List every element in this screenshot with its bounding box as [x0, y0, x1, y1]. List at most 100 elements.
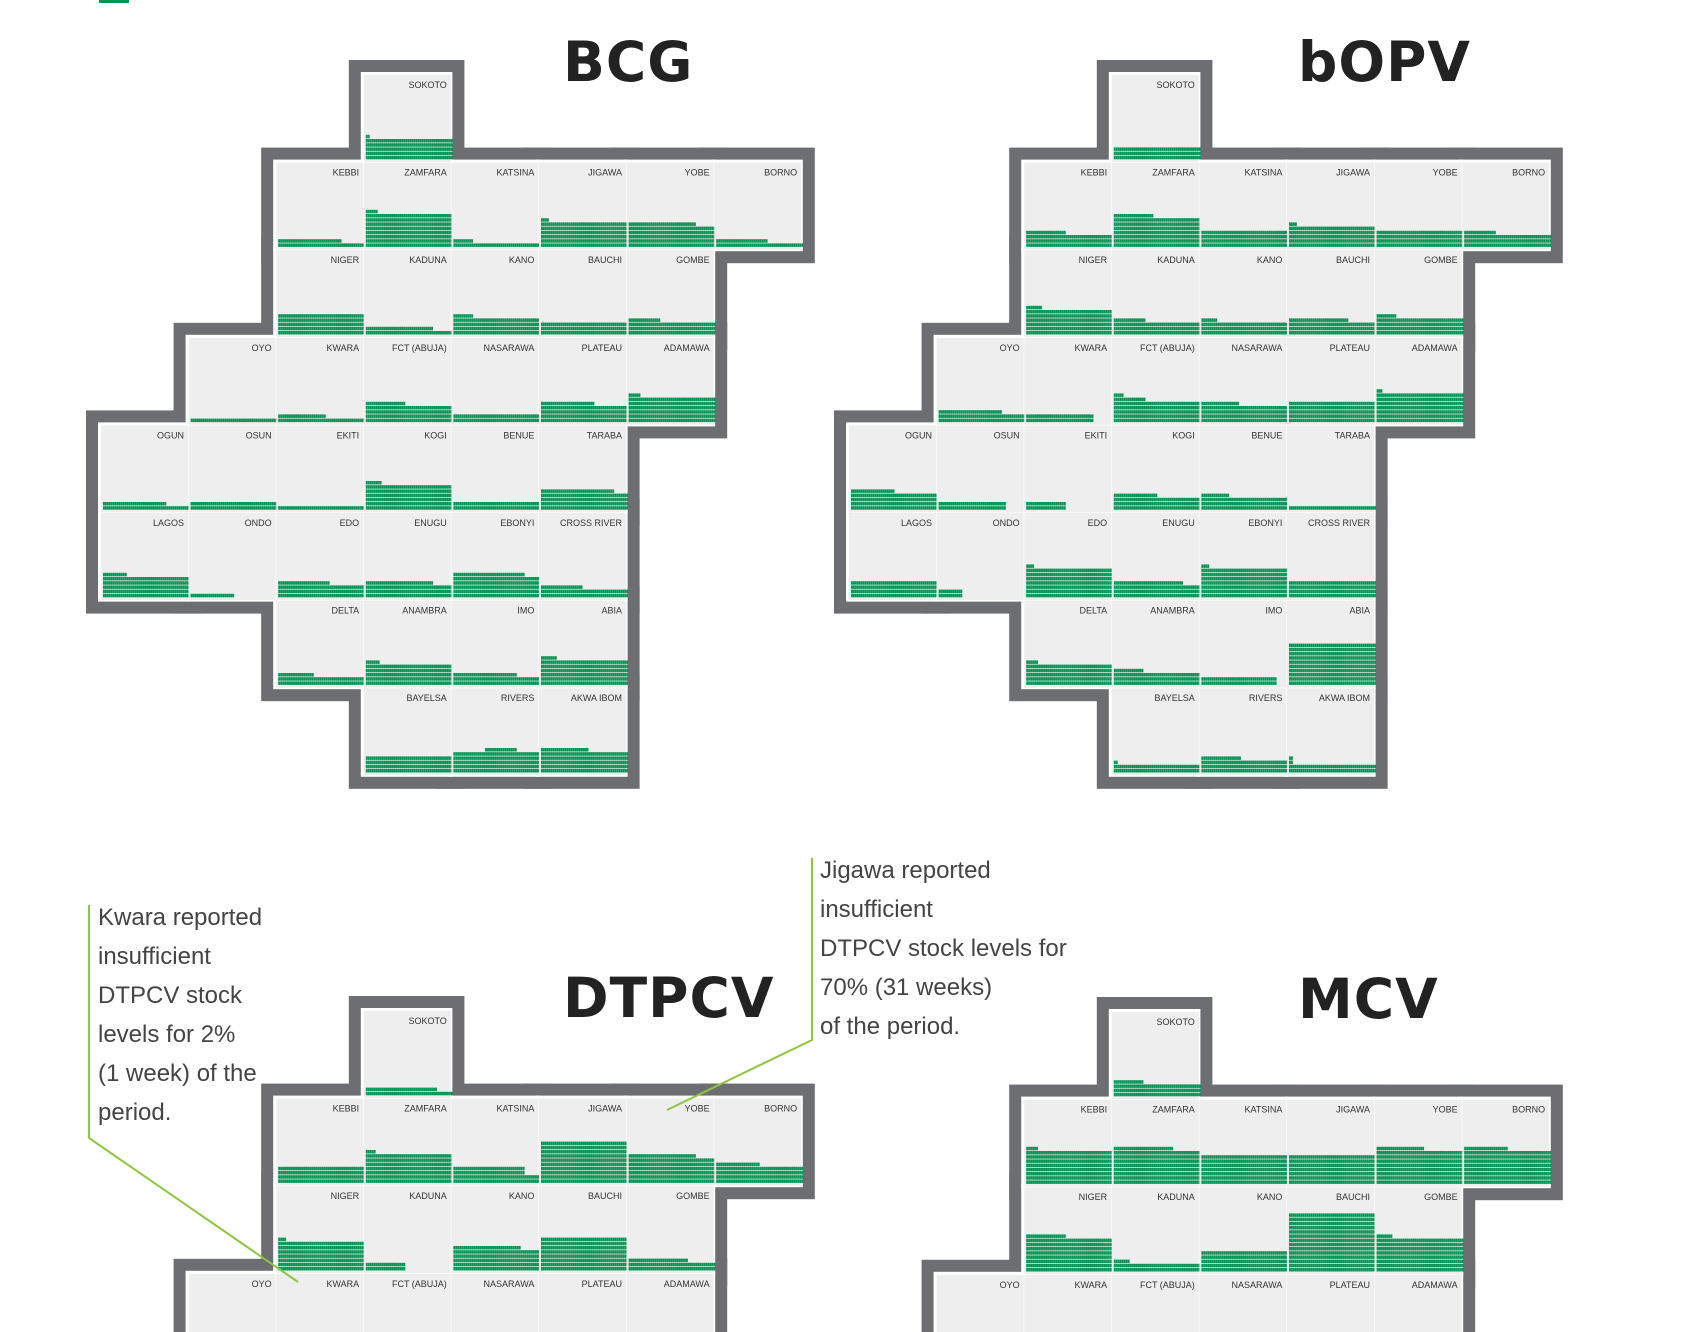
- week-bar: [375, 139, 378, 160]
- week-bar: [413, 139, 416, 160]
- week-bar: [381, 139, 384, 160]
- week-bar: [355, 243, 358, 247]
- week-bar: [431, 139, 434, 160]
- week-bar: [391, 139, 394, 160]
- week-bar: [373, 139, 376, 160]
- state-bars: [365, 209, 453, 247]
- week-bar: [385, 139, 388, 160]
- week-bar: [278, 239, 281, 247]
- week-bar: [371, 209, 374, 247]
- week-bar: [429, 139, 432, 160]
- week-bar: [385, 214, 388, 247]
- week-bar: [331, 239, 334, 247]
- week-bar: [393, 214, 396, 247]
- week-bar: [389, 214, 392, 247]
- week-bar: [401, 214, 404, 247]
- state-tile-sokoto: SOKOTO: [363, 75, 453, 162]
- week-bar: [280, 239, 283, 247]
- week-bar: [423, 139, 426, 160]
- week-bar: [329, 239, 332, 247]
- week-bar: [437, 139, 439, 160]
- week-bar: [311, 239, 314, 247]
- week-bar: [284, 239, 287, 247]
- week-bar: [383, 214, 386, 247]
- week-bar: [373, 209, 376, 247]
- week-bar: [341, 243, 344, 247]
- week-bar: [325, 239, 328, 247]
- annotation-line: Jigawa reported: [820, 851, 1067, 890]
- week-bar: [296, 239, 298, 247]
- week-bar: [305, 239, 308, 247]
- week-bar: [393, 139, 396, 160]
- week-bar: [377, 139, 380, 160]
- week-bar: [441, 139, 443, 160]
- state-tile-zamfara: ZAMFARA: [363, 162, 453, 250]
- tile-background: [276, 162, 364, 250]
- week-bar: [395, 139, 398, 160]
- week-bar: [365, 209, 368, 247]
- week-bar: [425, 139, 428, 160]
- week-bar: [443, 139, 445, 160]
- week-bar: [353, 243, 356, 247]
- week-bar: [439, 139, 441, 160]
- week-bar: [369, 209, 372, 247]
- week-bar: [282, 239, 285, 247]
- week-bar: [321, 239, 324, 247]
- annotation-line: DTPCV stock: [98, 976, 262, 1015]
- week-bar: [417, 139, 420, 160]
- week-bar: [319, 239, 322, 247]
- annotation-line: of the period.: [820, 1007, 1067, 1046]
- week-bar: [409, 139, 412, 160]
- week-bar: [377, 214, 380, 247]
- week-bar: [347, 243, 350, 247]
- week-bar: [381, 214, 384, 247]
- week-bar: [294, 239, 296, 247]
- state-label: SOKOTO: [408, 80, 446, 90]
- week-bar: [379, 214, 382, 247]
- week-bar: [419, 139, 422, 160]
- week-bar: [298, 239, 300, 247]
- week-bar: [335, 239, 338, 247]
- week-bar: [307, 239, 310, 247]
- week-bar: [445, 139, 447, 160]
- week-bar: [387, 139, 390, 160]
- week-bar: [446, 139, 449, 160]
- jigawa-leader-line: [666, 858, 813, 1111]
- week-bar: [349, 243, 352, 247]
- week-bar: [415, 139, 418, 160]
- week-bar: [399, 139, 402, 160]
- week-bar: [401, 139, 404, 160]
- annotation-line: 70% (31 weeks): [820, 968, 1067, 1007]
- week-bar: [405, 139, 408, 160]
- week-bar: [313, 239, 316, 247]
- week-bar: [365, 134, 368, 160]
- week-bar: [379, 139, 382, 160]
- week-bar: [369, 139, 372, 160]
- week-bar: [383, 139, 386, 160]
- week-bar: [309, 239, 312, 247]
- week-bar: [433, 139, 436, 160]
- week-bar: [299, 239, 302, 247]
- annotation-line: period.: [98, 1093, 262, 1132]
- kwara-annotation: Kwara reported insufficient DTPCV stock …: [98, 898, 262, 1132]
- week-bar: [303, 239, 306, 247]
- week-bar: [327, 239, 330, 247]
- week-bar: [351, 243, 354, 247]
- week-bar: [357, 243, 360, 247]
- state-bars: [365, 134, 453, 160]
- week-bar: [301, 239, 304, 247]
- annotation-line: (1 week) of the: [98, 1054, 262, 1093]
- week-bar: [337, 239, 340, 247]
- week-bar: [387, 214, 390, 247]
- week-bar: [435, 139, 437, 160]
- week-bar: [411, 139, 414, 160]
- week-bar: [361, 243, 364, 247]
- week-bar: [397, 214, 400, 247]
- legend-swatch: [99, 0, 129, 3]
- week-bar: [450, 139, 453, 160]
- week-bar: [315, 239, 318, 247]
- annotation-line: levels for 2%: [98, 1015, 262, 1054]
- week-bar: [367, 134, 370, 160]
